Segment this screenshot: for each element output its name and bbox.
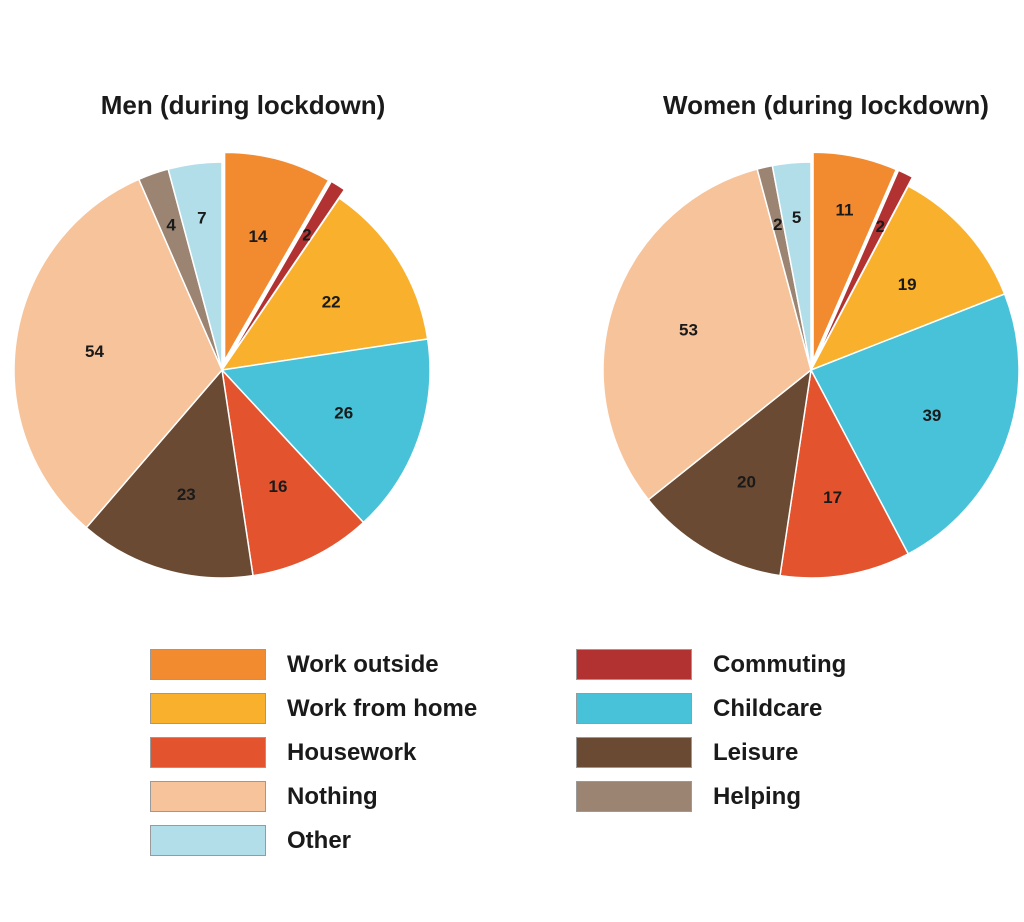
legend-label: Commuting: [713, 651, 847, 678]
pie-slice-commuting: [814, 169, 914, 362]
legend-swatch: [150, 825, 266, 856]
data-label-work-from-home: 22: [322, 292, 341, 311]
pie-slice-work-outside: [223, 151, 330, 364]
legend-label: Helping: [713, 783, 801, 810]
legend: Work outside Commuting Work from home Ch…: [150, 648, 910, 868]
pie-slice-other: [771, 161, 812, 371]
pie-slice-housework: [779, 367, 910, 579]
data-label-housework: 16: [268, 477, 287, 496]
data-label-leisure: 23: [177, 485, 196, 504]
data-label-nothing: 53: [679, 321, 698, 340]
data-label-childcare: 39: [922, 406, 941, 425]
data-label-helping: 2: [773, 215, 782, 234]
legend-swatch: [150, 649, 266, 680]
legend-swatch: [576, 693, 692, 724]
data-label-childcare: 26: [334, 404, 353, 423]
pie-slice-work-from-home: [220, 197, 429, 371]
pie-slice-work-from-home: [809, 185, 1006, 372]
legend-swatch: [576, 649, 692, 680]
legend-label: Work from home: [287, 695, 478, 722]
data-label-helping: 4: [166, 216, 176, 235]
chart-title: Women (during lockdown): [663, 90, 989, 120]
legend-label: Housework: [287, 739, 417, 766]
legend-swatch: [150, 781, 266, 812]
legend-label: Childcare: [713, 695, 823, 722]
data-label-other: 7: [197, 208, 206, 227]
data-label-nothing: 54: [85, 342, 104, 361]
legend-label: Nothing: [287, 783, 378, 810]
pie-slice-other: [167, 161, 223, 371]
data-label-housework: 17: [823, 488, 842, 507]
data-label-work-outside: 14: [249, 227, 268, 246]
data-label-commuting: 2: [876, 217, 885, 236]
pie-slice-housework: [220, 367, 365, 577]
pie-slice-leisure: [85, 368, 254, 579]
chart-title: Men (during lockdown): [101, 90, 386, 120]
legend-swatch: [150, 737, 266, 768]
legend-label: Other: [287, 827, 352, 854]
data-label-commuting: 2: [302, 226, 311, 245]
legend-swatch: [576, 781, 692, 812]
legend-label: Leisure: [713, 739, 799, 766]
pie-slice-nothing: [602, 168, 812, 501]
legend-swatch: [576, 737, 692, 768]
pie-slice-childcare: [809, 293, 1020, 555]
pie-slice-nothing: [13, 178, 223, 529]
data-label-other: 5: [792, 208, 801, 227]
data-label-work-outside: 11: [835, 201, 853, 220]
pie-slice-leisure: [647, 368, 813, 577]
pie-slice-commuting: [226, 180, 346, 362]
data-label-leisure: 20: [737, 473, 756, 492]
pie-slice-childcare: [220, 338, 431, 524]
pie-slice-work-outside: [812, 151, 898, 361]
data-label-work-from-home: 19: [898, 275, 917, 294]
legend-label: Work outside: [287, 651, 439, 678]
legend-swatch: [150, 693, 266, 724]
